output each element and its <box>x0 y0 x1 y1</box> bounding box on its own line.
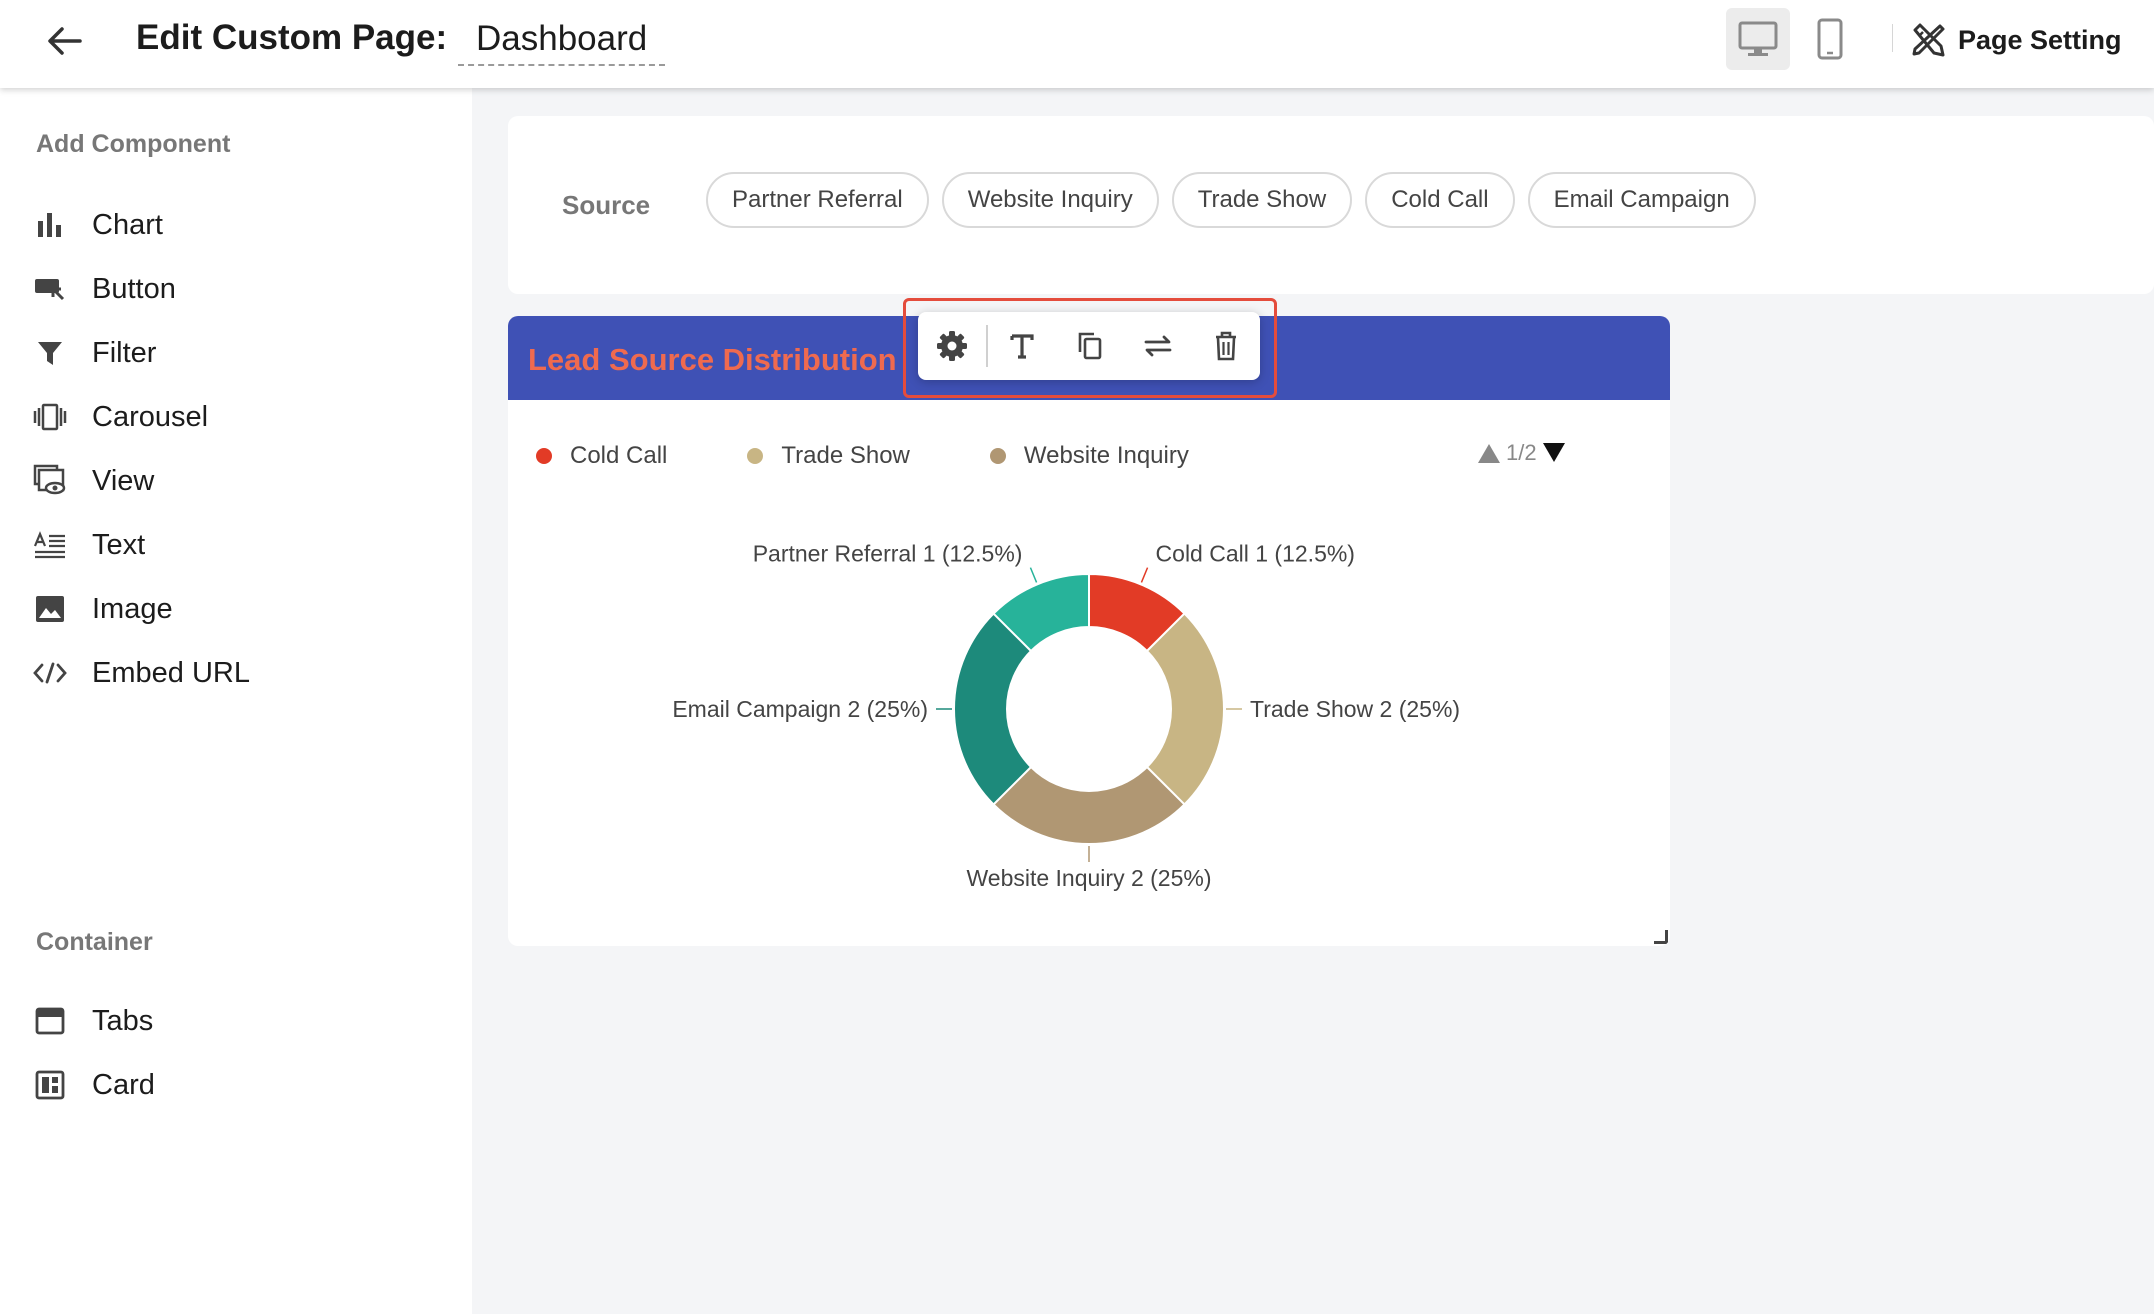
source-filter-card[interactable]: Source Partner Referral Website Inquiry … <box>508 116 2154 294</box>
sidebar-item-embed-url[interactable]: Embed URL <box>30 643 450 703</box>
page-canvas: Source Partner Referral Website Inquiry … <box>472 88 2154 1314</box>
duplicate-button[interactable] <box>1056 312 1124 380</box>
legend-marker <box>747 448 764 464</box>
filter-chip-group: Partner Referral Website Inquiry Trade S… <box>706 172 1756 228</box>
slice-data-label: Partner Referral 1 (12.5%) <box>753 541 1023 567</box>
view-icon <box>30 461 70 501</box>
sidebar-item-label: Button <box>92 272 176 305</box>
slice-data-label: Website Inquiry 2 (25%) <box>966 865 1211 891</box>
filter-chip[interactable]: Trade Show <box>1171 172 1353 228</box>
tabs-icon <box>30 1001 70 1041</box>
carousel-icon <box>30 397 70 437</box>
donut-slice[interactable] <box>1145 612 1225 806</box>
desktop-view-button[interactable] <box>1726 8 1790 70</box>
resize-handle[interactable] <box>1654 930 1668 944</box>
component-sidebar: Add Component Chart Button Filter Carous… <box>0 88 472 1314</box>
chart-title: Lead Source Distribution <box>528 342 897 377</box>
mobile-icon <box>1817 18 1843 60</box>
edit-title-button[interactable] <box>988 312 1056 380</box>
sidebar-item-label: Card <box>92 1068 155 1101</box>
legend-label: Cold Call <box>570 442 668 469</box>
tools-icon <box>1912 23 1945 57</box>
button-cursor-icon <box>30 269 70 309</box>
delete-button[interactable] <box>1192 312 1260 380</box>
component-toolbar <box>918 312 1260 380</box>
page-setting-button[interactable]: Page Setting <box>1910 18 2122 62</box>
toolbar-divider <box>986 325 988 367</box>
sidebar-item-label: Filter <box>92 336 157 369</box>
sidebar-item-label: Tabs <box>92 1004 154 1037</box>
triangle-up-icon[interactable] <box>1476 441 1502 465</box>
filter-chip[interactable]: Partner Referral <box>706 172 929 228</box>
sidebar-item-label: Embed URL <box>92 656 250 689</box>
sidebar-item-view[interactable]: View <box>30 451 450 511</box>
legend-item[interactable]: Trade Show <box>747 442 910 470</box>
sidebar-item-label: Carousel <box>92 400 209 433</box>
donut-slice[interactable] <box>992 765 1186 845</box>
legend-item[interactable]: Cold Call <box>536 442 667 470</box>
sidebar-item-label: View <box>92 464 155 497</box>
sidebar-item-card[interactable]: Card <box>30 1055 450 1115</box>
selection-outline <box>903 298 1277 398</box>
filter-label: Source <box>562 190 651 220</box>
legend-label: Trade Show <box>781 442 910 469</box>
image-icon <box>30 589 70 629</box>
arrow-left-icon <box>48 27 82 55</box>
sidebar-item-chart[interactable]: Chart <box>30 195 450 255</box>
text-icon <box>30 525 70 565</box>
slice-data-label: Cold Call 1 (12.5%) <box>1156 541 1355 567</box>
sidebar-item-label: Image <box>92 592 173 625</box>
page-heading: Edit Custom Page: <box>136 18 448 57</box>
sidebar-item-text[interactable]: Text <box>30 515 450 575</box>
donut-chart: Cold Call 1 (12.5%) Trade Show 2 (25%) Web… <box>672 541 1460 891</box>
chart-legend: Cold Call Trade Show Website Inquiry <box>536 442 1269 470</box>
code-icon <box>30 653 70 693</box>
sidebar-item-label: Chart <box>92 208 163 241</box>
copy-icon <box>1078 332 1102 360</box>
add-component-title: Add Component <box>36 130 231 158</box>
container-title: Container <box>36 928 153 956</box>
sidebar-item-button[interactable]: Button <box>30 259 450 319</box>
legend-pager: 1/2 <box>1476 440 1567 466</box>
donut-slice[interactable] <box>992 572 1090 653</box>
legend-label: Website Inquiry <box>1023 442 1189 469</box>
top-bar: Edit Custom Page: Dashboard Page Setting <box>0 0 2154 88</box>
legend-page-indicator: 1/2 <box>1506 440 1537 465</box>
trash-icon <box>1216 331 1236 361</box>
triangle-down-icon[interactable] <box>1541 441 1567 465</box>
back-button[interactable] <box>40 16 90 66</box>
filter-icon <box>30 333 70 373</box>
donut-slice[interactable] <box>953 612 1033 806</box>
card-icon <box>30 1065 70 1105</box>
slice-data-label: Trade Show 2 (25%) <box>1250 696 1460 722</box>
mobile-view-button[interactable] <box>1798 8 1862 70</box>
desktop-icon <box>1738 21 1778 56</box>
header-divider <box>1892 24 1893 52</box>
text-format-icon <box>1010 334 1034 359</box>
chart-card[interactable]: Lead Source Distribution Cold Call Trade… <box>508 316 1670 946</box>
sidebar-item-carousel[interactable]: Carousel <box>30 387 450 447</box>
page-name-field[interactable]: Dashboard <box>458 14 666 66</box>
sidebar-item-filter[interactable]: Filter <box>30 323 450 383</box>
filter-chip[interactable]: Cold Call <box>1365 172 1515 228</box>
filter-chip[interactable]: Email Campaign <box>1527 172 1756 228</box>
legend-item[interactable]: Website Inquiry <box>989 442 1189 470</box>
slice-data-label: Email Campaign 2 (25%) <box>672 696 928 722</box>
sidebar-item-label: Text <box>92 528 146 561</box>
swap-button[interactable] <box>1124 312 1192 380</box>
legend-marker <box>989 448 1006 464</box>
sidebar-item-tabs[interactable]: Tabs <box>30 991 450 1051</box>
settings-button[interactable] <box>918 312 986 380</box>
filter-chip[interactable]: Website Inquiry <box>941 172 1159 228</box>
swap-icon <box>1144 335 1172 357</box>
legend-marker <box>536 448 552 464</box>
label-leader-line <box>1140 567 1149 583</box>
bar-chart-icon <box>30 205 70 245</box>
label-leader-line <box>1029 567 1038 583</box>
gear-icon <box>937 331 967 361</box>
sidebar-item-image[interactable]: Image <box>30 579 450 639</box>
page-setting-label: Page Setting <box>1958 24 2122 55</box>
